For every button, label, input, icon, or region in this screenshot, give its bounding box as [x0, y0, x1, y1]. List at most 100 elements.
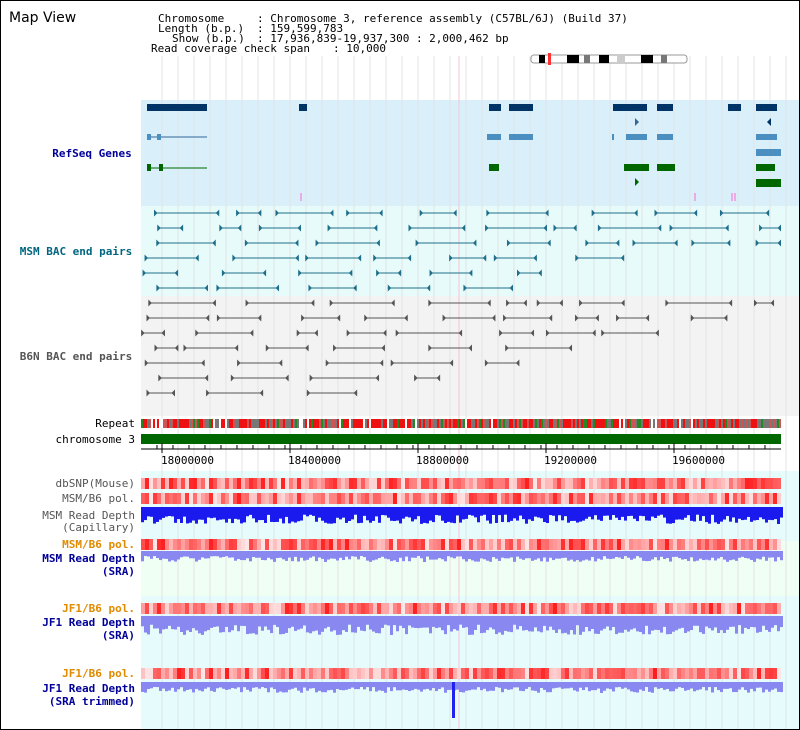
- repeat-mark: [357, 419, 359, 428]
- msm-depth-sra: [459, 551, 462, 557]
- dbsnp-heat: [245, 478, 249, 489]
- msm-pol-heat: [193, 493, 197, 504]
- jf1-depth-trim: [510, 682, 513, 690]
- msm-pol2-heat: [289, 539, 293, 550]
- jf1-pol-heat: [649, 603, 653, 614]
- msm-depth-sra: [687, 551, 690, 561]
- jf1-pol-heat: [153, 603, 157, 614]
- b6n-bac-pair-end: [665, 299, 669, 307]
- dbsnp-heat: [677, 478, 681, 489]
- msm-pol-heat: [685, 493, 689, 504]
- jf1-depth-trim: [594, 682, 597, 691]
- msm-depth-sra: [357, 551, 360, 560]
- msm-depth-cap: [741, 507, 744, 521]
- dbsnp-heat: [737, 478, 741, 489]
- repeat-mark: [477, 419, 479, 428]
- jf1-pol-heat: [477, 603, 481, 614]
- b6n-bac-pair-end: [530, 329, 535, 337]
- msm-depth-cap: [270, 507, 273, 522]
- jf1-depth-sra: [732, 616, 735, 627]
- msm-bac-pair-end: [142, 269, 147, 277]
- msm-bac-pair-end: [219, 224, 223, 232]
- jf1-depth-sra: [570, 616, 573, 631]
- jf1-depth-sra: [756, 616, 759, 633]
- msm-pol2-heat: [321, 539, 325, 550]
- msm-depth-cap: [714, 507, 717, 523]
- msm-pol2-heat: [349, 539, 353, 550]
- msm-pol-heat: [657, 493, 661, 504]
- jf1-depth-sra: [342, 616, 345, 631]
- jf1-depth-trim: [738, 682, 741, 690]
- jf1-depth-trim: [702, 682, 705, 688]
- msm-pol2-heat: [385, 539, 389, 550]
- msm-bac-pair-end: [232, 254, 236, 262]
- msm-depth-cap: [636, 507, 639, 522]
- msm-pol2-heat: [629, 539, 633, 550]
- repeat-mark: [265, 419, 267, 428]
- jf1-depth-trim: [387, 682, 390, 688]
- jf1-pol2-heat: [513, 668, 517, 679]
- jf1-depth-trim: [336, 682, 339, 690]
- jf1-depth-trim: [627, 682, 630, 690]
- b6n-bac-pair-end: [468, 344, 472, 352]
- jf1-depth-trim: [450, 682, 453, 690]
- refseq-gene: [489, 164, 499, 171]
- jf1-pol2-heat: [633, 668, 637, 679]
- msm-pol2-heat: [701, 539, 705, 550]
- jf1-depth-trim: [597, 682, 600, 689]
- msm-depth-sra: [141, 551, 144, 562]
- msm-depth-sra: [282, 551, 285, 560]
- jf1-depth-sra: [636, 616, 639, 632]
- repeat-mark: [547, 419, 549, 428]
- msm-depth-cap: [726, 507, 729, 517]
- msm-pol-heat: [713, 493, 717, 504]
- msm-depth-sra: [570, 551, 573, 560]
- msm-bac-pair-end: [216, 284, 220, 292]
- msm-depth-sra: [756, 551, 759, 559]
- repeat-mark: [531, 419, 533, 428]
- jf1-pol2-heat: [281, 668, 285, 679]
- repeat-mark: [777, 419, 779, 428]
- msm-bac-pair-end: [777, 224, 781, 232]
- msm-depth-cap: [369, 507, 372, 523]
- repeat-mark: [153, 419, 155, 428]
- jf1-depth-sra: [693, 616, 696, 626]
- dbsnp-heat: [189, 478, 193, 489]
- jf1-pol2-heat: [261, 668, 265, 679]
- repeat-mark: [379, 419, 381, 428]
- dbsnp-heat: [233, 478, 237, 489]
- track-label-refseq[interactable]: RefSeq Genes: [52, 147, 132, 160]
- msm-pol2-heat: [457, 539, 461, 550]
- b6n-bac-pair-end: [375, 374, 380, 382]
- b6n-bac-pair-end: [161, 329, 166, 337]
- b6n-bac-pair-end: [382, 329, 387, 337]
- msm-depth-sra: [279, 551, 282, 558]
- msm-bac-pair-end: [463, 284, 467, 292]
- ideogram-band: [567, 55, 579, 63]
- msm-depth-cap: [642, 507, 645, 517]
- msm-pol-heat: [717, 493, 721, 504]
- dbsnp-heat: [289, 478, 293, 489]
- track-label-msm-bac[interactable]: MSM BAC end pairs: [19, 245, 133, 258]
- msm-depth-sra: [303, 551, 306, 561]
- track-label-msm-depth-cap-1: MSM Read Depth: [42, 509, 135, 522]
- b6n-bac-pair-end: [601, 329, 605, 337]
- b6n-bac-pair-end: [390, 359, 395, 367]
- jf1-pol2-heat: [193, 668, 197, 679]
- msm-pol-heat: [697, 493, 701, 504]
- msm-depth-cap: [489, 507, 492, 524]
- msm-depth-cap: [756, 507, 759, 521]
- msm-depth-sra: [591, 551, 594, 557]
- msm-depth-cap: [621, 507, 624, 517]
- msm-depth-sra: [309, 551, 312, 558]
- msm-depth-cap: [219, 507, 222, 520]
- msm-depth-cap: [213, 507, 216, 518]
- jf1-depth-trim: [645, 682, 648, 687]
- msm-depth-cap: [432, 507, 435, 523]
- jf1-depth-sra: [294, 616, 297, 631]
- msm-bac-pair-end: [415, 239, 420, 247]
- track-label-b6n-bac[interactable]: B6N BAC end pairs: [19, 350, 133, 363]
- msm-bac-pair-end: [204, 284, 209, 292]
- jf1-depth-sra: [612, 616, 615, 628]
- b6n-bac-pair-end: [158, 374, 162, 382]
